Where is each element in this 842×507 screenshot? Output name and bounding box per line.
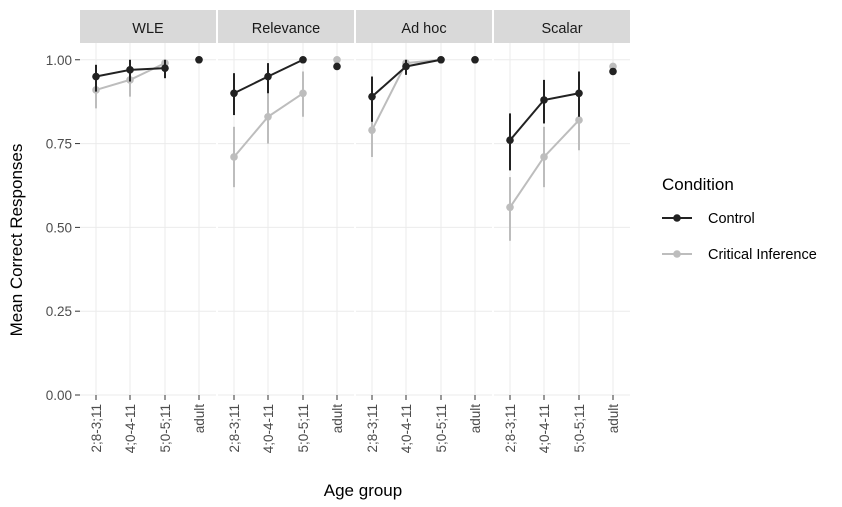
data-point <box>299 89 307 98</box>
facet-panel: Ad hoc 2;8-3;11 4;0-4-11 5;0-5;11 adult <box>356 10 492 453</box>
x-tick-label: 4;0-4-11 <box>261 404 276 453</box>
y-tick-label: 1.00 <box>46 53 72 68</box>
x-tick-label: 2;8-3;11 <box>227 404 242 453</box>
y-tick-label: 0.75 <box>46 137 72 152</box>
data-point <box>333 62 341 71</box>
legend: Control Critical Inference <box>662 211 817 263</box>
data-point <box>368 92 376 101</box>
facet-panel: WLE 2;8-3;11 4;0-4-11 5;0-5;11 adult <box>80 10 216 453</box>
data-point <box>506 203 514 212</box>
data-point <box>230 89 238 98</box>
x-tick-label: adult <box>606 404 621 434</box>
x-tick-label: 4;0-4-11 <box>537 404 552 453</box>
data-point <box>92 72 100 81</box>
data-point <box>506 136 514 145</box>
x-tick-label: 5;0-5;11 <box>434 404 449 453</box>
legend-key-point <box>673 214 681 222</box>
y-tick-label: 0.50 <box>46 220 72 235</box>
data-point <box>264 112 272 121</box>
y-tick-label: 0.00 <box>46 388 72 403</box>
data-point <box>609 67 617 76</box>
data-point <box>230 153 238 161</box>
facet-title: Ad hoc <box>401 21 446 37</box>
legend-item: Control <box>662 211 755 227</box>
series-control <box>92 55 203 92</box>
x-tick-label: adult <box>192 404 207 434</box>
data-point <box>540 96 548 104</box>
facet-strip <box>218 10 354 43</box>
x-tick-label: 5;0-5;11 <box>158 404 173 453</box>
facet-strip <box>356 10 492 43</box>
data-point <box>471 55 479 64</box>
x-axis-title: Age group <box>324 481 402 500</box>
facet-title: Relevance <box>252 21 321 37</box>
x-tick-label: adult <box>330 404 345 434</box>
legend-item: Critical Inference <box>662 247 817 263</box>
legend-key-point <box>673 250 681 258</box>
data-point <box>126 66 134 74</box>
x-tick-label: 5;0-5;11 <box>572 404 587 453</box>
x-tick-label: adult <box>468 404 483 434</box>
facet-strip <box>80 10 216 43</box>
data-point <box>368 126 376 134</box>
facet-panel: Relevance 2;8-3;11 4;0-4-11 5;0-5;11 adult <box>218 10 354 453</box>
data-point <box>264 72 272 81</box>
legend-label: Critical Inference <box>708 247 817 263</box>
panel-background <box>218 43 354 395</box>
facet-strip <box>494 10 630 43</box>
data-point <box>299 55 307 64</box>
panel-background <box>80 43 216 395</box>
x-tick-label: 4;0-4-11 <box>123 404 138 453</box>
data-point <box>195 55 203 64</box>
x-tick-label: 2;8-3;11 <box>365 404 380 453</box>
x-tick-label: 2;8-3;11 <box>503 404 518 453</box>
y-tick-label: 0.25 <box>46 304 72 319</box>
x-tick-label: 5;0-5;11 <box>296 404 311 453</box>
data-point <box>161 64 169 72</box>
series-control <box>506 67 617 171</box>
data-point <box>437 55 445 64</box>
series-critical-inference <box>230 55 341 188</box>
facet-panel: Scalar 2;8-3;11 4;0-4-11 5;0-5;11 adult <box>494 10 630 453</box>
y-axis-title: Mean Correct Responses <box>7 144 26 337</box>
legend-title: Condition <box>662 175 734 194</box>
facet-title: WLE <box>132 21 164 37</box>
series-control <box>230 55 341 116</box>
data-point <box>575 89 583 98</box>
x-tick-label: 2;8-3;11 <box>89 404 104 453</box>
series-control <box>368 55 479 122</box>
legend-label: Control <box>708 211 755 227</box>
panel-background <box>356 43 492 395</box>
facet-title: Scalar <box>541 21 582 37</box>
data-point <box>540 153 548 161</box>
x-tick-label: 4;0-4-11 <box>399 404 414 453</box>
data-point <box>333 55 341 64</box>
data-point <box>575 116 583 124</box>
y-axis: 0.00 0.25 0.50 0.75 1.00 <box>46 53 80 403</box>
panel-background <box>494 43 630 395</box>
data-point <box>402 62 410 71</box>
